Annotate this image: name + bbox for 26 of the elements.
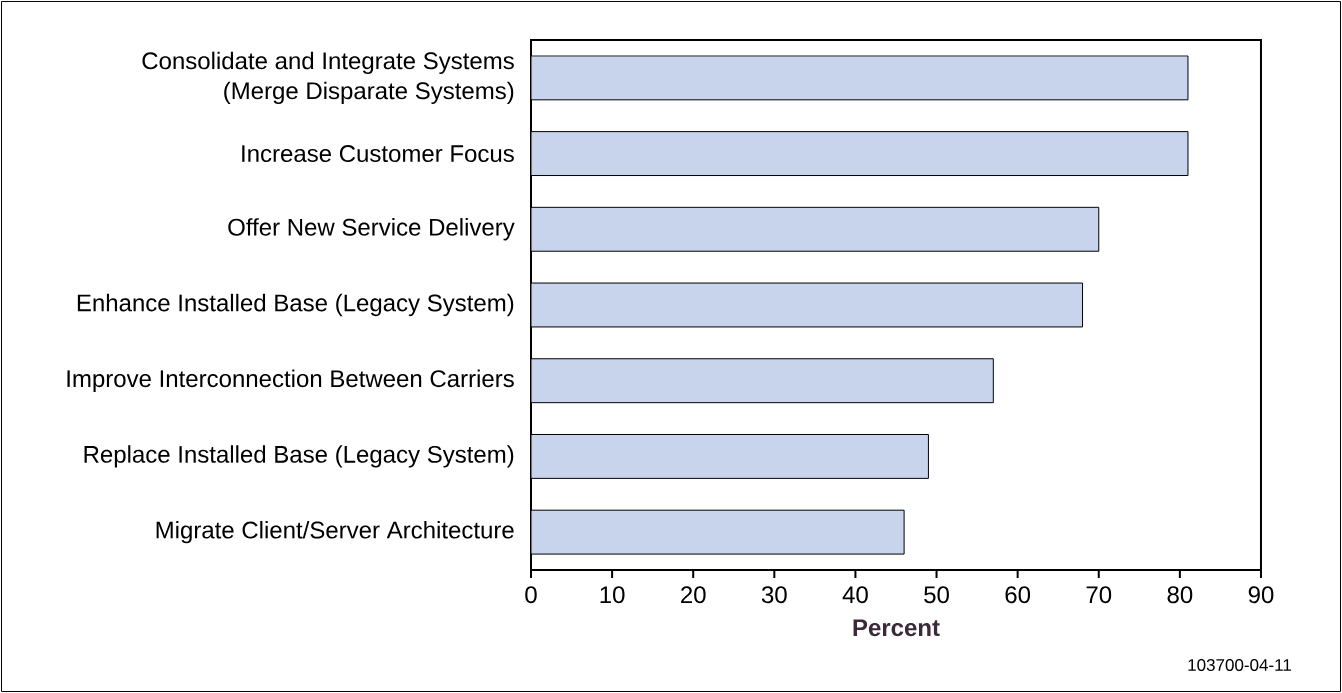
bar [531,282,1084,328]
text: 103700-04-11 [1188,658,1291,672]
x-tick-label: 50 [924,586,949,604]
y-tick-label: Improve Interconnection Between Carriers [67,369,514,392]
x-tick-label: 70 [1086,586,1112,604]
y-tick-label: Migrate Client/Server Architecture [156,520,514,544]
x-axis-title: Percent [853,619,940,637]
bar [531,206,1100,252]
bar [531,131,1189,177]
y-tick-label: Replace Installed Base (Legacy System) [84,445,514,468]
y-tick-label: Increase Customer Focus [242,145,514,163]
x-tick-label: 90 [1248,586,1274,604]
x-tick-label: 40 [842,586,868,604]
x-tick-label: 60 [1005,586,1031,604]
bar [531,358,994,404]
x-tick-label: 30 [761,586,787,604]
y-tick-label: Consolidate and Integrate Systems (Merge Disparate Systems) [142,51,514,105]
bar [531,509,905,555]
y-tick-label: Offer New Service Delivery [228,218,515,241]
x-tick-label: 20 [681,586,706,604]
x-tick-label: 0 [525,586,537,604]
y-tick-label: Enhance Installed Base (Legacy System) [77,293,514,317]
x-tick-label: 10 [600,586,625,604]
x-tick-label: 80 [1167,586,1193,604]
bar [531,433,929,479]
bar [531,55,1189,101]
